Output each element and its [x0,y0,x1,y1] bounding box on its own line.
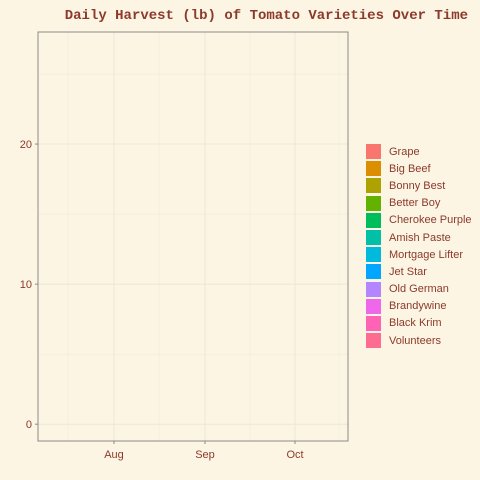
legend-label: Big Beef [389,162,431,175]
plot-panel [38,32,348,441]
legend-item: Black Krim [366,315,472,332]
x-tick-label: Aug [104,449,124,461]
legend-key [366,178,381,194]
legend-item: Grape [366,143,472,160]
legend-key [366,212,381,228]
legend-item: Brandywine [366,298,472,315]
y-tick-label: 10 [20,279,32,291]
legend-item: Amish Paste [366,229,472,246]
legend-item: Volunteers [366,332,472,349]
legend-label: Black Krim [389,317,442,330]
legend-key [366,144,381,160]
legend-key [366,298,381,314]
legend-label: Brandywine [389,300,447,313]
legend-key [366,264,381,280]
legend-key [366,247,381,263]
legend-item: Mortgage Lifter [366,246,472,263]
legend-label: Better Boy [389,197,441,210]
legend: Grape Big Beef Bonny Best Better Boy Cheroke… [366,143,472,349]
legend-label: Old German [389,283,449,296]
chart-title: Daily Harvest (lb) of Tomato Varieties O… [64,8,468,24]
legend-label: Cherokee Purple [389,214,472,227]
legend-label: Jet Star [389,265,427,278]
legend-key [366,281,381,297]
y-tick-label: 20 [20,139,32,151]
legend-label: Volunteers [389,334,441,347]
legend-label: Amish Paste [389,231,451,244]
x-tick-label: Sep [195,449,215,461]
legend-item: Cherokee Purple [366,212,472,229]
legend-item: Jet Star [366,263,472,280]
legend-item: Bonny Best [366,177,472,194]
x-tick-label: Oct [286,449,303,461]
legend-item: Big Beef [366,160,472,177]
legend-label: Grape [389,145,420,158]
legend-label: Mortgage Lifter [389,248,463,261]
y-tick-label: 0 [26,419,32,431]
plot-border [37,31,349,442]
legend-key [366,315,381,331]
legend-key [366,195,381,211]
legend-item: Better Boy [366,195,472,212]
legend-key [366,333,381,349]
legend-key [366,161,381,177]
legend-label: Bonny Best [389,179,446,192]
legend-item: Old German [366,281,472,298]
legend-key [366,230,381,246]
